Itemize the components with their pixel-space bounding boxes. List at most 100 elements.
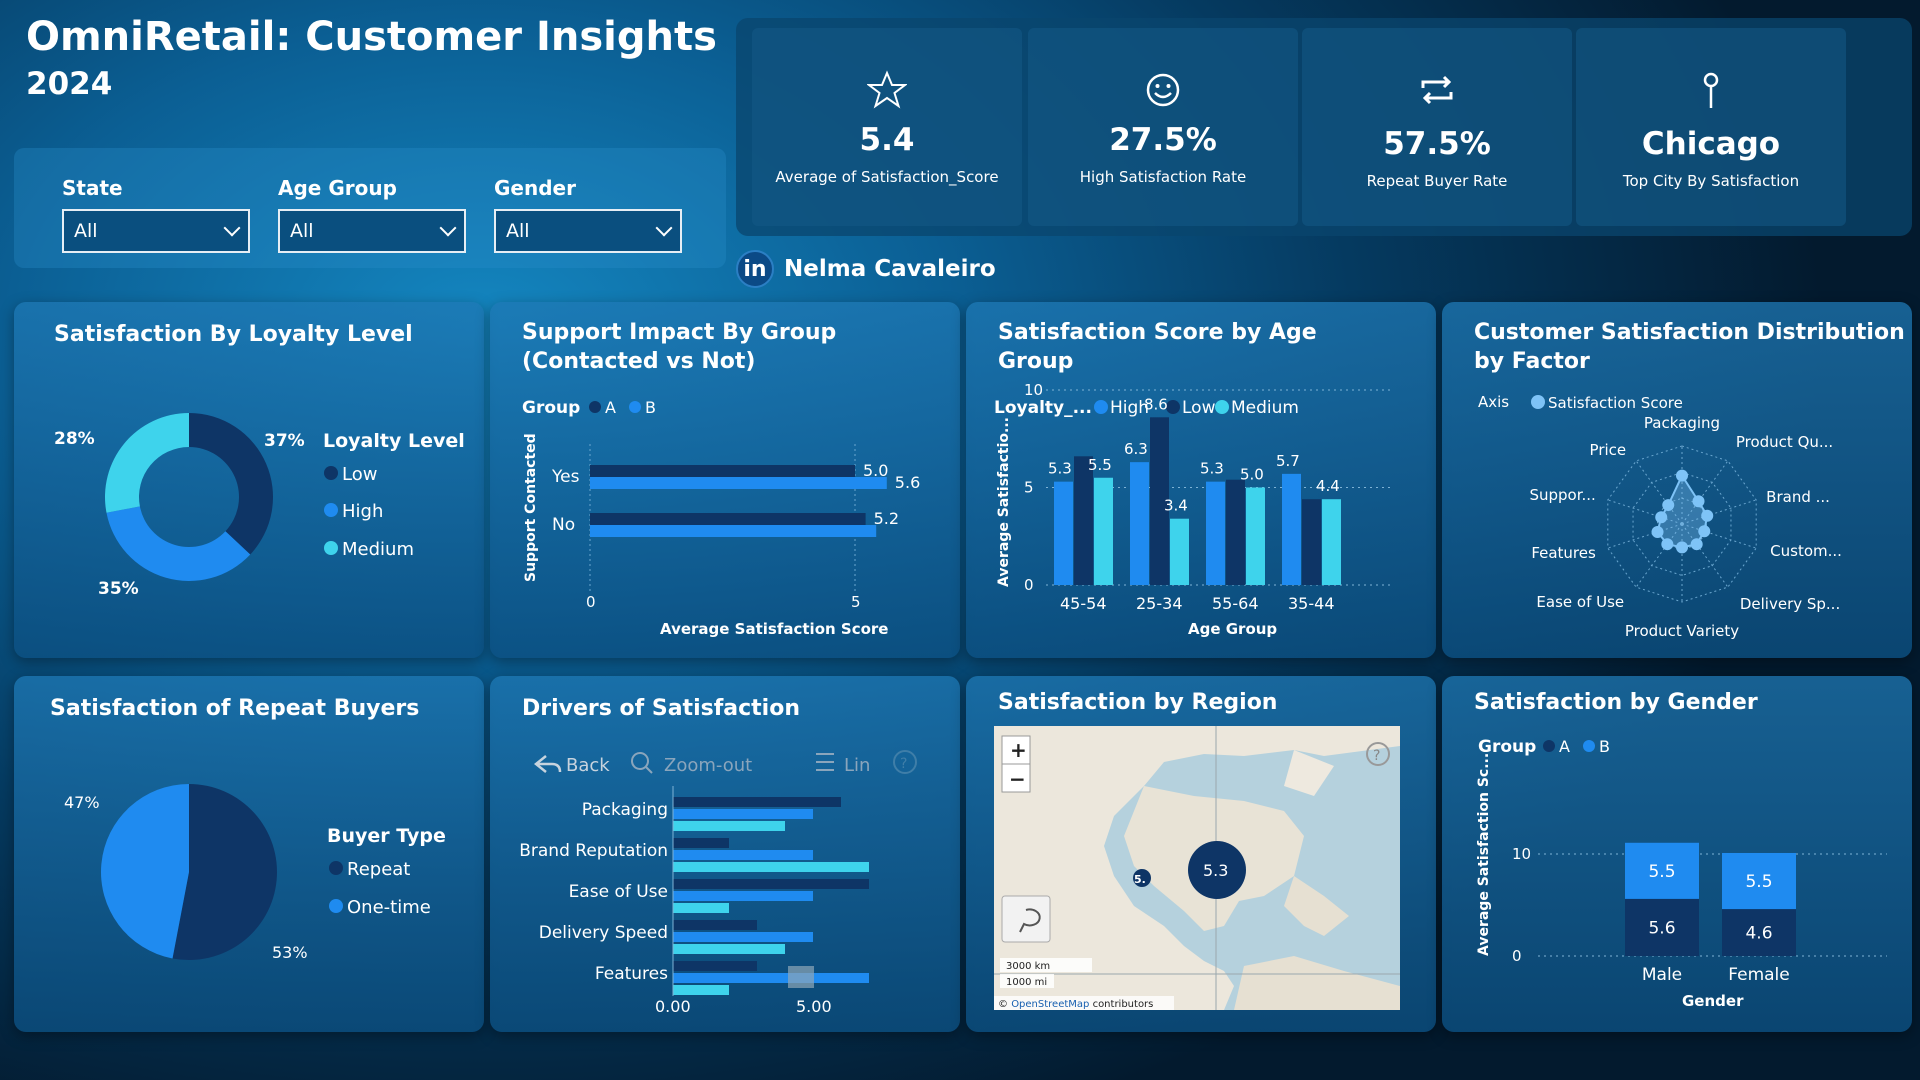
bar-yes-b[interactable] — [590, 477, 887, 489]
radar-axis-label: Delivery Sp... — [1740, 595, 1840, 613]
radar-point-4[interactable] — [1690, 538, 1703, 551]
radar-point-6[interactable] — [1661, 538, 1674, 551]
donut-slice-medium[interactable] — [105, 413, 189, 513]
pie-slice-repeat[interactable] — [172, 784, 277, 960]
list-label: Lin — [844, 755, 870, 776]
region-bubble-small[interactable] — [1133, 869, 1151, 887]
bar-35-44-high[interactable] — [1282, 473, 1301, 585]
bar-3-high[interactable] — [673, 932, 813, 942]
pie-slice-one-time[interactable] — [100, 784, 189, 959]
legend-a[interactable]: A — [1559, 737, 1570, 756]
map-help-button[interactable]: ? — [1366, 742, 1390, 766]
age-bar-chart: Loyalty_... High Low Medium Average Sati… — [994, 381, 1391, 638]
lasso-button[interactable] — [1001, 895, 1051, 943]
bar-no-a[interactable] — [590, 513, 866, 525]
scroll-handle[interactable] — [788, 966, 814, 988]
legend-dot-a — [589, 401, 601, 413]
bar-3-low[interactable] — [673, 920, 757, 930]
bar-0-high[interactable] — [673, 809, 813, 819]
legend-a[interactable]: A — [605, 398, 616, 417]
zoom-in-button[interactable]: + — [1001, 735, 1031, 765]
bar-55-64-medium[interactable] — [1246, 487, 1265, 586]
legend-b[interactable]: B — [1599, 737, 1610, 756]
bar-25-34-medium[interactable] — [1170, 518, 1189, 585]
radar-point-9[interactable] — [1662, 499, 1675, 512]
radar-point-5[interactable] — [1676, 541, 1688, 554]
legend-one-time[interactable]: One-time — [347, 897, 431, 918]
gender-dropdown[interactable]: All — [494, 209, 682, 253]
region-map[interactable]: + − ? 5. 5.3 3000 km 1000 mi © OpenStree… — [994, 726, 1400, 1010]
back-button[interactable]: Back — [533, 755, 610, 776]
legend-b[interactable]: B — [645, 398, 656, 417]
bar-no-b[interactable] — [590, 525, 877, 537]
donut-slice-low[interactable] — [189, 413, 274, 555]
legend-dot-b — [1583, 740, 1595, 752]
bar-2-low[interactable] — [673, 879, 869, 889]
radar-point-2[interactable] — [1701, 509, 1714, 522]
list-button[interactable]: Lin — [816, 753, 870, 776]
legend-dot-low — [324, 466, 338, 480]
y-tick: 10 — [1512, 845, 1531, 863]
zoom-out-map-button[interactable]: − — [1001, 763, 1031, 793]
bar-25-34-high[interactable] — [1130, 462, 1149, 585]
author-link[interactable]: in Nelma Cavaleiro — [736, 250, 996, 288]
legend-medium[interactable]: Medium — [1231, 398, 1299, 418]
osm-link[interactable]: OpenStreetMap — [1011, 999, 1089, 1010]
bar-3-medium[interactable] — [673, 944, 785, 954]
zoom-out-button[interactable]: Zoom-out — [631, 752, 752, 776]
bar-2-medium[interactable] — [673, 903, 729, 913]
legend-low[interactable]: Low — [1182, 398, 1216, 418]
bar-4-medium[interactable] — [673, 985, 729, 995]
radar-axis-label: Brand ... — [1766, 488, 1830, 506]
map-help-glyph: ? — [1373, 748, 1380, 764]
radar-point-8[interactable] — [1655, 511, 1668, 524]
radar-point-0[interactable] — [1676, 469, 1688, 482]
donut-slice-high[interactable] — [106, 506, 251, 581]
bar-1-medium[interactable] — [673, 862, 869, 872]
bar-4-low[interactable] — [673, 961, 757, 971]
legend-dot-score — [1531, 395, 1545, 409]
bar-45-54-low[interactable] — [1074, 456, 1093, 585]
bar-55-64-low[interactable] — [1226, 479, 1245, 585]
bar-35-44-medium[interactable] — [1322, 499, 1341, 585]
help-glyph: ? — [900, 756, 907, 772]
bar-2-high[interactable] — [673, 891, 813, 901]
region-bubble[interactable] — [1188, 841, 1246, 899]
bar-45-54-high[interactable] — [1054, 481, 1073, 585]
bar-55-64-high[interactable] — [1206, 481, 1225, 585]
bar-45-54-medium[interactable] — [1094, 477, 1113, 585]
map-attribution: © OpenStreetMap contributors — [998, 999, 1153, 1010]
legend-high[interactable]: High — [342, 501, 383, 522]
radar-chart: Axis Satisfaction Score Packaging Product… — [1478, 393, 1842, 640]
loyalty-donut-chart: 37% 35% 28% Loyalty Level Low High Mediu… — [54, 413, 465, 599]
radar-point-1[interactable] — [1692, 495, 1705, 508]
bar-female-a[interactable] — [1722, 909, 1796, 956]
bar-male-a[interactable] — [1625, 898, 1699, 956]
bar-1-low[interactable] — [673, 838, 729, 848]
bar-0-low[interactable] — [673, 797, 841, 807]
card-title-line1: Support Impact By Group — [522, 320, 837, 345]
bar-yes-a[interactable] — [590, 465, 855, 477]
bar-1-high[interactable] — [673, 850, 813, 860]
legend-medium[interactable]: Medium — [342, 539, 414, 560]
radar-ring — [1607, 445, 1757, 603]
legend-high[interactable]: High — [1110, 398, 1149, 418]
age-group-filter-label: Age Group — [278, 176, 397, 200]
legend-dot-medium — [1215, 400, 1229, 414]
radar-point-3[interactable] — [1698, 525, 1711, 538]
bar-25-34-low[interactable] — [1150, 417, 1169, 585]
bar-female-b[interactable] — [1722, 852, 1796, 910]
help-button[interactable]: ? — [893, 750, 917, 774]
legend-title: Loyalty Level — [323, 430, 465, 452]
legend-repeat[interactable]: Repeat — [347, 859, 410, 880]
bar-4-high[interactable] — [673, 973, 869, 983]
age-group-dropdown[interactable]: All — [278, 209, 466, 253]
y-tick: Ease of Use — [569, 882, 668, 902]
bar-male-b[interactable] — [1625, 842, 1699, 899]
bar-35-44-low[interactable] — [1302, 499, 1321, 585]
state-dropdown[interactable]: All — [62, 209, 250, 253]
radar-point-7[interactable] — [1651, 525, 1664, 538]
bar-0-medium[interactable] — [673, 821, 785, 831]
legend-score[interactable]: Satisfaction Score — [1548, 394, 1683, 412]
legend-low[interactable]: Low — [342, 464, 377, 485]
